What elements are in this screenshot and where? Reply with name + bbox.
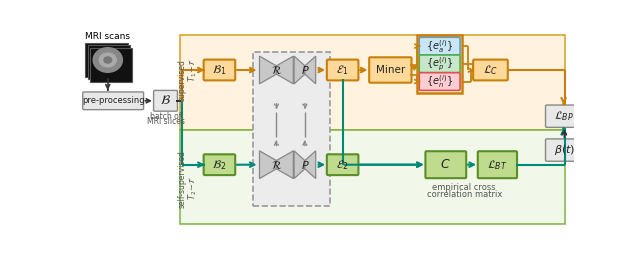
FancyBboxPatch shape: [154, 90, 177, 111]
Ellipse shape: [93, 48, 122, 72]
FancyBboxPatch shape: [473, 60, 508, 80]
FancyBboxPatch shape: [83, 92, 143, 110]
FancyBboxPatch shape: [419, 55, 460, 73]
Text: $\mathcal{L}_{BP}$: $\mathcal{L}_{BP}$: [554, 109, 574, 123]
Ellipse shape: [99, 53, 116, 67]
Text: $\mathcal{L}_{BT}$: $\mathcal{L}_{BT}$: [487, 158, 508, 172]
Text: Miner: Miner: [376, 65, 405, 75]
Text: MRI slices: MRI slices: [147, 117, 184, 126]
Bar: [417, 35, 462, 93]
FancyBboxPatch shape: [204, 154, 236, 175]
Text: batch of: batch of: [150, 112, 181, 121]
Text: empirical cross: empirical cross: [433, 183, 496, 192]
Text: $\{e_a^{(i)}\}$: $\{e_a^{(i)}\}$: [426, 38, 453, 55]
Text: $\mathcal{L}_C$: $\mathcal{L}_C$: [483, 63, 498, 77]
Text: $P$: $P$: [301, 64, 309, 76]
Text: $T_1\!\sim\!\mathcal{T}$: $T_1\!\sim\!\mathcal{T}$: [186, 58, 199, 82]
Polygon shape: [276, 151, 293, 179]
Polygon shape: [259, 56, 276, 84]
FancyBboxPatch shape: [419, 37, 460, 55]
Text: pre-processing: pre-processing: [82, 96, 145, 105]
Bar: [86, 43, 128, 77]
Text: MRI scans: MRI scans: [85, 32, 131, 41]
Text: correlation matrix: correlation matrix: [427, 190, 502, 199]
Text: $\{e_n^{(i)}\}$: $\{e_n^{(i)}\}$: [426, 73, 453, 90]
Text: $\{e_p^{(i)}\}$: $\{e_p^{(i)}\}$: [426, 55, 453, 72]
Text: $\beta(t)$: $\beta(t)$: [554, 143, 575, 157]
Polygon shape: [305, 151, 316, 179]
Text: $\mathcal{B}_1$: $\mathcal{B}_1$: [212, 63, 227, 77]
Text: $\mathcal{B}_2$: $\mathcal{B}_2$: [212, 158, 227, 172]
FancyBboxPatch shape: [478, 151, 517, 178]
FancyBboxPatch shape: [545, 139, 583, 161]
FancyBboxPatch shape: [426, 151, 466, 178]
FancyBboxPatch shape: [369, 57, 412, 83]
Text: $P$: $P$: [301, 159, 309, 171]
Polygon shape: [305, 56, 316, 84]
Text: $\mathcal{E}_1$: $\mathcal{E}_1$: [337, 63, 349, 77]
Bar: [180, 130, 565, 224]
FancyBboxPatch shape: [327, 60, 358, 80]
Text: $\mathcal{B}$: $\mathcal{B}$: [160, 94, 171, 107]
Text: supervised: supervised: [178, 59, 187, 101]
Text: $\mathcal{E}_2$: $\mathcal{E}_2$: [337, 158, 349, 172]
Text: $\mathcal{R}$: $\mathcal{R}$: [271, 159, 282, 171]
Text: $\mathcal{R}$: $\mathcal{R}$: [271, 64, 282, 76]
Text: $T_2\!\sim\!\mathcal{T}$: $T_2\!\sim\!\mathcal{T}$: [186, 175, 199, 200]
Polygon shape: [294, 151, 305, 179]
FancyBboxPatch shape: [327, 154, 358, 175]
FancyBboxPatch shape: [204, 60, 236, 80]
Polygon shape: [294, 56, 305, 84]
FancyBboxPatch shape: [419, 73, 460, 90]
Polygon shape: [276, 56, 293, 84]
Bar: [90, 48, 132, 82]
Bar: [253, 52, 330, 206]
Bar: [88, 45, 130, 79]
Text: self-supervised: self-supervised: [178, 150, 187, 208]
Text: $C$: $C$: [440, 158, 451, 171]
FancyBboxPatch shape: [545, 105, 583, 127]
Ellipse shape: [104, 57, 111, 63]
Polygon shape: [259, 151, 276, 179]
Bar: [180, 35, 565, 130]
